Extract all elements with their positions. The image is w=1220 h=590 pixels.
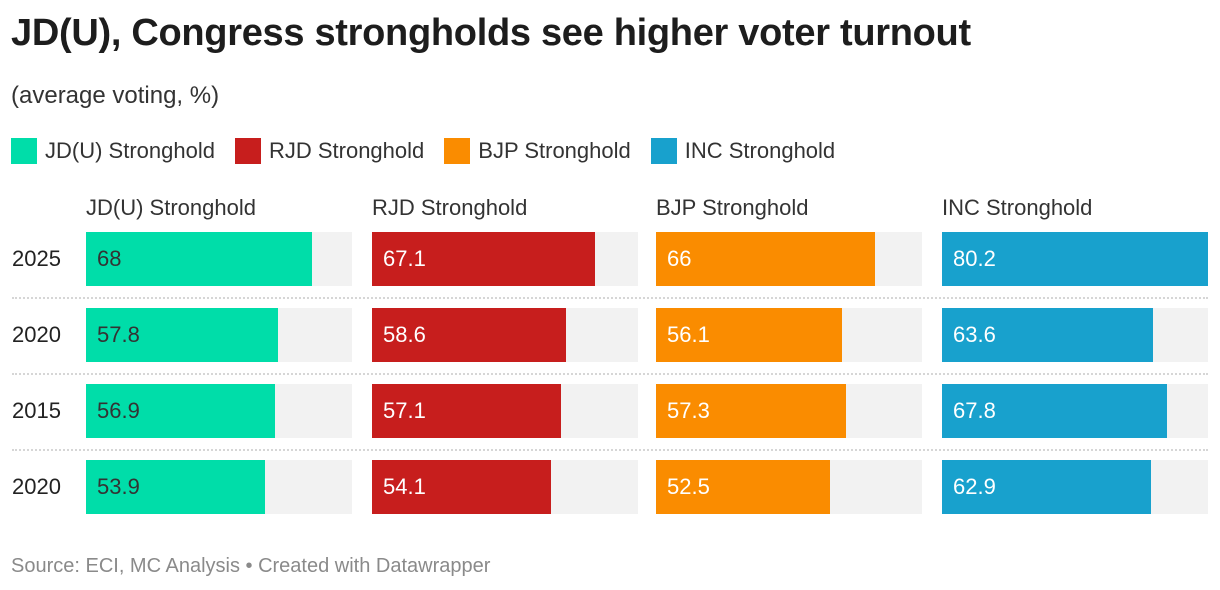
value-label: 66 bbox=[667, 246, 692, 271]
bar-track: 53.9 bbox=[86, 460, 352, 514]
legend-swatch bbox=[234, 138, 261, 164]
year-label: 2020 bbox=[12, 322, 61, 347]
value-label: 57.3 bbox=[667, 398, 710, 423]
bar-track: 57.8 bbox=[86, 308, 352, 362]
bar bbox=[86, 460, 265, 514]
chart-title: JD(U), Congress strongholds see higher v… bbox=[11, 12, 971, 54]
bar bbox=[942, 232, 1208, 286]
bar-track: 52.5 bbox=[656, 460, 922, 514]
legend-swatch bbox=[444, 138, 471, 164]
bar-track: 57.1 bbox=[372, 384, 638, 438]
row-separator bbox=[12, 373, 1208, 375]
panel-header: JD(U) Stronghold bbox=[86, 195, 256, 220]
legend-label: RJD Stronghold bbox=[268, 138, 425, 163]
bar bbox=[656, 232, 875, 286]
value-label: 56.1 bbox=[667, 322, 710, 347]
legend: JD(U) Stronghold RJD Stronghold BJP Strong… bbox=[11, 138, 855, 164]
legend-label: JD(U) Stronghold bbox=[45, 138, 215, 163]
bar bbox=[86, 384, 275, 438]
panel-header: RJD Stronghold bbox=[372, 195, 528, 220]
value-label: 54.1 bbox=[383, 474, 426, 499]
legend-label: INC Stronghold bbox=[684, 138, 836, 163]
bar-track: 54.1 bbox=[372, 460, 638, 514]
bar-track: 68 bbox=[86, 232, 352, 286]
value-label: 67.1 bbox=[383, 246, 426, 271]
panel-header: BJP Stronghold bbox=[656, 195, 809, 220]
value-label: 52.5 bbox=[667, 474, 710, 499]
year-label: 2025 bbox=[12, 246, 61, 271]
value-label: 63.6 bbox=[953, 322, 996, 347]
panel-header: INC Stronghold bbox=[942, 195, 1093, 220]
bar bbox=[372, 460, 552, 514]
bar-track: 57.3 bbox=[656, 384, 922, 438]
year-label: 2020 bbox=[12, 474, 61, 499]
value-label: 57.8 bbox=[97, 322, 140, 347]
bar bbox=[372, 232, 595, 286]
bar bbox=[372, 308, 567, 362]
row-separator bbox=[12, 449, 1208, 451]
bar-track: 67.1 bbox=[372, 232, 638, 286]
bar-track: 58.6 bbox=[372, 308, 638, 362]
value-label: 56.9 bbox=[97, 398, 140, 423]
value-label: 62.9 bbox=[953, 474, 996, 499]
value-label: 68 bbox=[97, 246, 122, 271]
value-label: 80.2 bbox=[953, 246, 996, 271]
bar bbox=[656, 460, 831, 514]
year-label: 2015 bbox=[12, 398, 61, 423]
bar bbox=[86, 308, 278, 362]
legend-item: JD(U) Stronghold bbox=[11, 138, 215, 164]
chart-subtitle: (average voting, %) bbox=[11, 82, 220, 109]
bar-track: 67.8 bbox=[942, 384, 1208, 438]
bar bbox=[942, 384, 1167, 438]
legend-swatch bbox=[11, 138, 37, 164]
bar-track: 62.9 bbox=[942, 460, 1208, 514]
bar bbox=[942, 460, 1151, 514]
bar-track: 56.1 bbox=[656, 308, 922, 362]
bar bbox=[372, 384, 562, 438]
bar-track: 80.2 bbox=[942, 232, 1208, 286]
row-separator bbox=[12, 297, 1208, 299]
bar bbox=[942, 308, 1153, 362]
source-footer: Source: ECI, MC Analysis • Created with … bbox=[11, 555, 491, 577]
legend-item: RJD Stronghold bbox=[234, 138, 425, 164]
legend-item: INC Stronghold bbox=[650, 138, 836, 164]
value-label: 57.1 bbox=[383, 398, 426, 423]
bar-track: 66 bbox=[656, 232, 922, 286]
bar-track: 63.6 bbox=[942, 308, 1208, 362]
bar bbox=[86, 232, 312, 286]
bar-track: 56.9 bbox=[86, 384, 352, 438]
value-label: 53.9 bbox=[97, 474, 140, 499]
legend-swatch bbox=[650, 138, 677, 164]
legend-item: BJP Stronghold bbox=[444, 138, 631, 164]
value-label: 67.8 bbox=[953, 398, 996, 423]
legend-label: BJP Stronghold bbox=[478, 138, 631, 163]
bar bbox=[656, 308, 843, 362]
value-label: 58.6 bbox=[383, 322, 426, 347]
bar bbox=[656, 384, 847, 438]
